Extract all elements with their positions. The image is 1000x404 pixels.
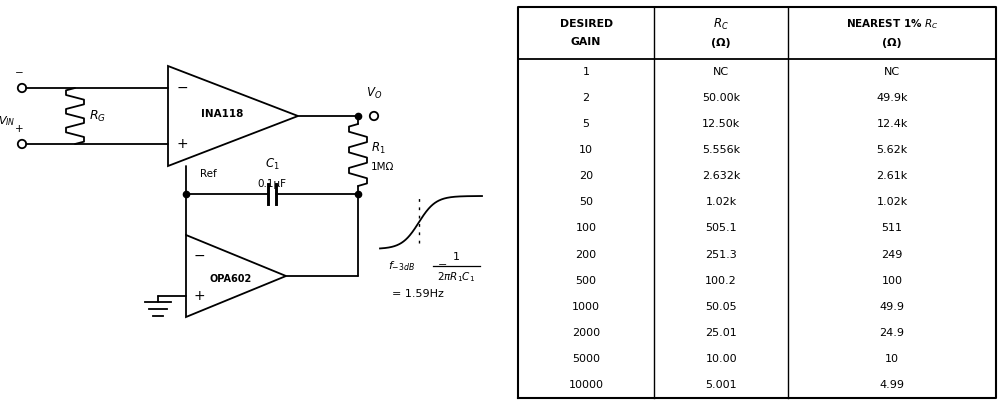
Text: 5.556k: 5.556k bbox=[702, 145, 740, 155]
Text: $R_G$: $R_G$ bbox=[89, 108, 106, 124]
Text: $C_1$: $C_1$ bbox=[265, 157, 279, 172]
Text: +: + bbox=[15, 124, 23, 134]
Text: 251.3: 251.3 bbox=[705, 250, 737, 260]
Text: GAIN: GAIN bbox=[571, 37, 601, 47]
Text: $V_{IN}$: $V_{IN}$ bbox=[0, 114, 16, 128]
Text: 4.99: 4.99 bbox=[880, 380, 905, 390]
Text: 200: 200 bbox=[576, 250, 597, 260]
Text: $R_1$: $R_1$ bbox=[371, 141, 386, 156]
Text: 12.50k: 12.50k bbox=[702, 119, 740, 129]
Text: 511: 511 bbox=[882, 223, 903, 234]
Text: NC: NC bbox=[713, 67, 729, 77]
Text: 1MΩ: 1MΩ bbox=[371, 162, 394, 172]
Text: 5000: 5000 bbox=[572, 354, 600, 364]
Text: 1: 1 bbox=[583, 67, 590, 77]
Text: 2000: 2000 bbox=[572, 328, 600, 338]
Text: 10000: 10000 bbox=[569, 380, 604, 390]
Text: 50: 50 bbox=[579, 198, 593, 207]
Text: 50.00k: 50.00k bbox=[702, 93, 740, 103]
Text: −: − bbox=[15, 68, 23, 78]
Text: 49.9: 49.9 bbox=[880, 302, 905, 312]
Text: 249: 249 bbox=[881, 250, 903, 260]
Text: 1000: 1000 bbox=[572, 302, 600, 312]
Text: (Ω): (Ω) bbox=[882, 38, 902, 48]
Text: −: − bbox=[176, 81, 188, 95]
Text: $f_{-3dB}$: $f_{-3dB}$ bbox=[388, 259, 415, 273]
Text: 49.9k: 49.9k bbox=[876, 93, 908, 103]
Text: OPA602: OPA602 bbox=[210, 274, 252, 284]
Text: 5.62k: 5.62k bbox=[876, 145, 908, 155]
Text: 100: 100 bbox=[882, 276, 903, 286]
Text: −: − bbox=[193, 249, 205, 263]
Text: NEAREST 1% $R_C$: NEAREST 1% $R_C$ bbox=[846, 17, 938, 31]
Text: = 1.59Hz: = 1.59Hz bbox=[392, 289, 444, 299]
Text: 5: 5 bbox=[583, 119, 590, 129]
Text: 1.02k: 1.02k bbox=[706, 198, 737, 207]
Text: 1: 1 bbox=[452, 252, 459, 263]
Text: 10: 10 bbox=[885, 354, 899, 364]
Text: 100: 100 bbox=[576, 223, 597, 234]
Text: DESIRED: DESIRED bbox=[560, 19, 613, 29]
Text: 500: 500 bbox=[576, 276, 597, 286]
Text: INA118: INA118 bbox=[201, 109, 243, 119]
Text: 1.02k: 1.02k bbox=[876, 198, 908, 207]
Text: 20: 20 bbox=[579, 171, 593, 181]
Text: 0.1μF: 0.1μF bbox=[258, 179, 287, 189]
Text: 100.2: 100.2 bbox=[705, 276, 737, 286]
Text: +: + bbox=[176, 137, 188, 151]
Text: 2: 2 bbox=[583, 93, 590, 103]
Text: 10.00: 10.00 bbox=[705, 354, 737, 364]
Text: 12.4k: 12.4k bbox=[876, 119, 908, 129]
Text: (Ω): (Ω) bbox=[711, 38, 731, 48]
Text: Ref: Ref bbox=[200, 169, 216, 179]
Text: NC: NC bbox=[884, 67, 900, 77]
Text: 24.9: 24.9 bbox=[880, 328, 905, 338]
Text: +: + bbox=[193, 289, 205, 303]
Text: $2\pi R_1C_1$: $2\pi R_1C_1$ bbox=[437, 270, 475, 284]
Text: $V_O$: $V_O$ bbox=[366, 86, 382, 101]
Text: 25.01: 25.01 bbox=[705, 328, 737, 338]
Text: 5.001: 5.001 bbox=[705, 380, 737, 390]
Text: 505.1: 505.1 bbox=[705, 223, 737, 234]
Text: $R_C$: $R_C$ bbox=[713, 17, 729, 32]
Text: 50.05: 50.05 bbox=[705, 302, 737, 312]
Text: 10: 10 bbox=[579, 145, 593, 155]
Text: 2.61k: 2.61k bbox=[876, 171, 908, 181]
Text: 2.632k: 2.632k bbox=[702, 171, 740, 181]
Text: =: = bbox=[438, 261, 447, 271]
